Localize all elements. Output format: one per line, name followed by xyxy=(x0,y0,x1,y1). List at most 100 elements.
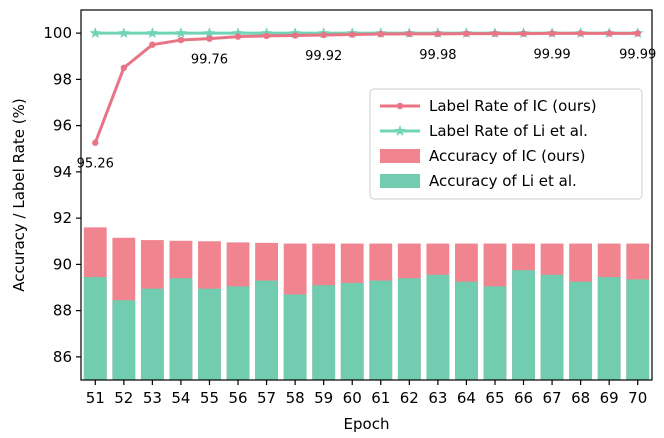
marker-0-10 xyxy=(377,30,384,38)
bar-3-1 xyxy=(112,300,136,380)
marker-0-14 xyxy=(491,30,499,37)
marker-0-4 xyxy=(206,35,213,42)
data-label-8: 99.92 xyxy=(305,49,342,64)
data-label-16: 99.99 xyxy=(533,47,570,62)
y-tick-label-96: 96 xyxy=(53,117,72,135)
marker-0-11 xyxy=(406,30,413,38)
x-tick-label-70: 70 xyxy=(628,389,647,407)
x-tick-label-66: 66 xyxy=(514,389,533,407)
marker-0-18 xyxy=(605,30,613,37)
marker-0-17 xyxy=(577,30,584,37)
x-tick-label-55: 55 xyxy=(200,389,219,407)
legend-swatch-3 xyxy=(380,174,420,188)
marker-0-5 xyxy=(234,33,242,40)
bar-3-18 xyxy=(597,277,621,380)
bar-3-15 xyxy=(512,270,535,380)
bar-3-19 xyxy=(626,279,650,380)
marker-0-1 xyxy=(120,64,128,72)
marker-0-15 xyxy=(520,30,527,37)
x-tick-label-58: 58 xyxy=(286,389,305,407)
x-tick-label-68: 68 xyxy=(571,389,590,407)
marker-0-12 xyxy=(434,30,442,38)
x-tick-label-54: 54 xyxy=(171,389,190,407)
x-tick-label-57: 57 xyxy=(257,389,276,407)
legend-label-2: Accuracy of IC (ours) xyxy=(429,147,586,165)
x-axis-label: Epoch xyxy=(344,415,390,433)
marker-1-0 xyxy=(89,27,101,38)
marker-0-7 xyxy=(291,32,299,39)
y-tick-label-92: 92 xyxy=(53,209,72,227)
marker-0-2 xyxy=(149,41,156,48)
y-axis: 86 88 90 92 94 96 98 100 xyxy=(43,24,81,366)
bar-3-0 xyxy=(83,277,107,380)
bar-3-12 xyxy=(426,274,450,380)
x-tick-label-52: 52 xyxy=(114,389,133,407)
marker-0-3 xyxy=(177,36,185,44)
bar-3-5 xyxy=(226,286,250,380)
legend: Label Rate of IC (ours) Label Rate of Li … xyxy=(369,88,643,200)
marker-0-13 xyxy=(463,30,470,37)
x-tick-label-69: 69 xyxy=(600,389,619,407)
marker-1-1 xyxy=(118,27,130,38)
bar-3-8 xyxy=(312,285,336,380)
marker-0-0 xyxy=(92,139,99,146)
legend-marker-0 xyxy=(396,102,404,110)
x-tick-label-61: 61 xyxy=(371,389,390,407)
y-tick-label-86: 86 xyxy=(53,348,72,366)
x-tick-label-62: 62 xyxy=(400,389,419,407)
data-label-4: 99.76 xyxy=(191,53,228,68)
legend-marker-1 xyxy=(394,125,406,136)
marker-1-4 xyxy=(203,27,216,38)
bar-3-6 xyxy=(255,280,278,380)
x-tick-label-59: 59 xyxy=(314,389,333,407)
x-axis: 51 52 53 54 55 56 57 58 59 60 61 62 63 64 65 66 67 68 69 70 xyxy=(86,380,647,407)
bar-3-10 xyxy=(369,280,393,380)
x-tick-label-60: 60 xyxy=(343,389,362,407)
marker-1-3 xyxy=(175,27,187,38)
legend-label-0: Label Rate of IC (ours) xyxy=(429,97,597,115)
bar-3-3 xyxy=(169,278,193,380)
y-tick-label-90: 90 xyxy=(53,255,72,273)
y-axis-label: Accuracy / Label Rate (%) xyxy=(10,98,28,291)
x-tick-label-53: 53 xyxy=(143,389,162,407)
data-label-0: 95.26 xyxy=(77,157,114,172)
bar-3-7 xyxy=(283,294,307,380)
y-tick-label-100: 100 xyxy=(43,24,72,42)
x-tick-label-51: 51 xyxy=(86,389,105,407)
data-label-19: 99.99 xyxy=(619,47,656,62)
marker-0-19 xyxy=(634,30,641,37)
bar-3-2 xyxy=(140,288,164,380)
marker-1-2 xyxy=(146,27,159,38)
y-tick-label-88: 88 xyxy=(53,302,72,320)
bar-3-16 xyxy=(540,274,564,380)
bar-3-13 xyxy=(455,281,478,380)
legend-label-1: Label Rate of Li et al. xyxy=(429,122,588,140)
legend-box xyxy=(369,88,643,200)
annotations-layer: 95.26 99.76 99.92 99.98 99.99 99.99 xyxy=(77,47,657,171)
bar-3-4 xyxy=(198,288,221,380)
marker-1-6 xyxy=(260,27,273,38)
y-tick-label-98: 98 xyxy=(53,70,72,88)
marker-0-16 xyxy=(548,30,556,37)
lines-layer xyxy=(89,27,644,146)
legend-label-3: Accuracy of Li et al. xyxy=(429,172,577,190)
data-label-12: 99.98 xyxy=(419,48,456,63)
marker-1-5 xyxy=(232,27,244,38)
plot-frame xyxy=(80,9,653,381)
legend-swatch-2 xyxy=(380,149,420,163)
bar-3-9 xyxy=(340,282,364,380)
bars-layer xyxy=(83,227,650,380)
bar-3-14 xyxy=(483,286,507,380)
marker-0-6 xyxy=(263,32,270,40)
x-tick-label-56: 56 xyxy=(228,389,247,407)
bar-3-17 xyxy=(569,281,593,380)
y-tick-label-94: 94 xyxy=(53,163,72,181)
x-tick-label-64: 64 xyxy=(457,389,476,407)
x-tick-label-63: 63 xyxy=(428,389,447,407)
marker-0-9 xyxy=(349,31,356,38)
bar-3-11 xyxy=(397,278,421,380)
marker-0-8 xyxy=(320,31,327,39)
line-0 xyxy=(93,31,638,144)
x-tick-label-67: 67 xyxy=(543,389,562,407)
